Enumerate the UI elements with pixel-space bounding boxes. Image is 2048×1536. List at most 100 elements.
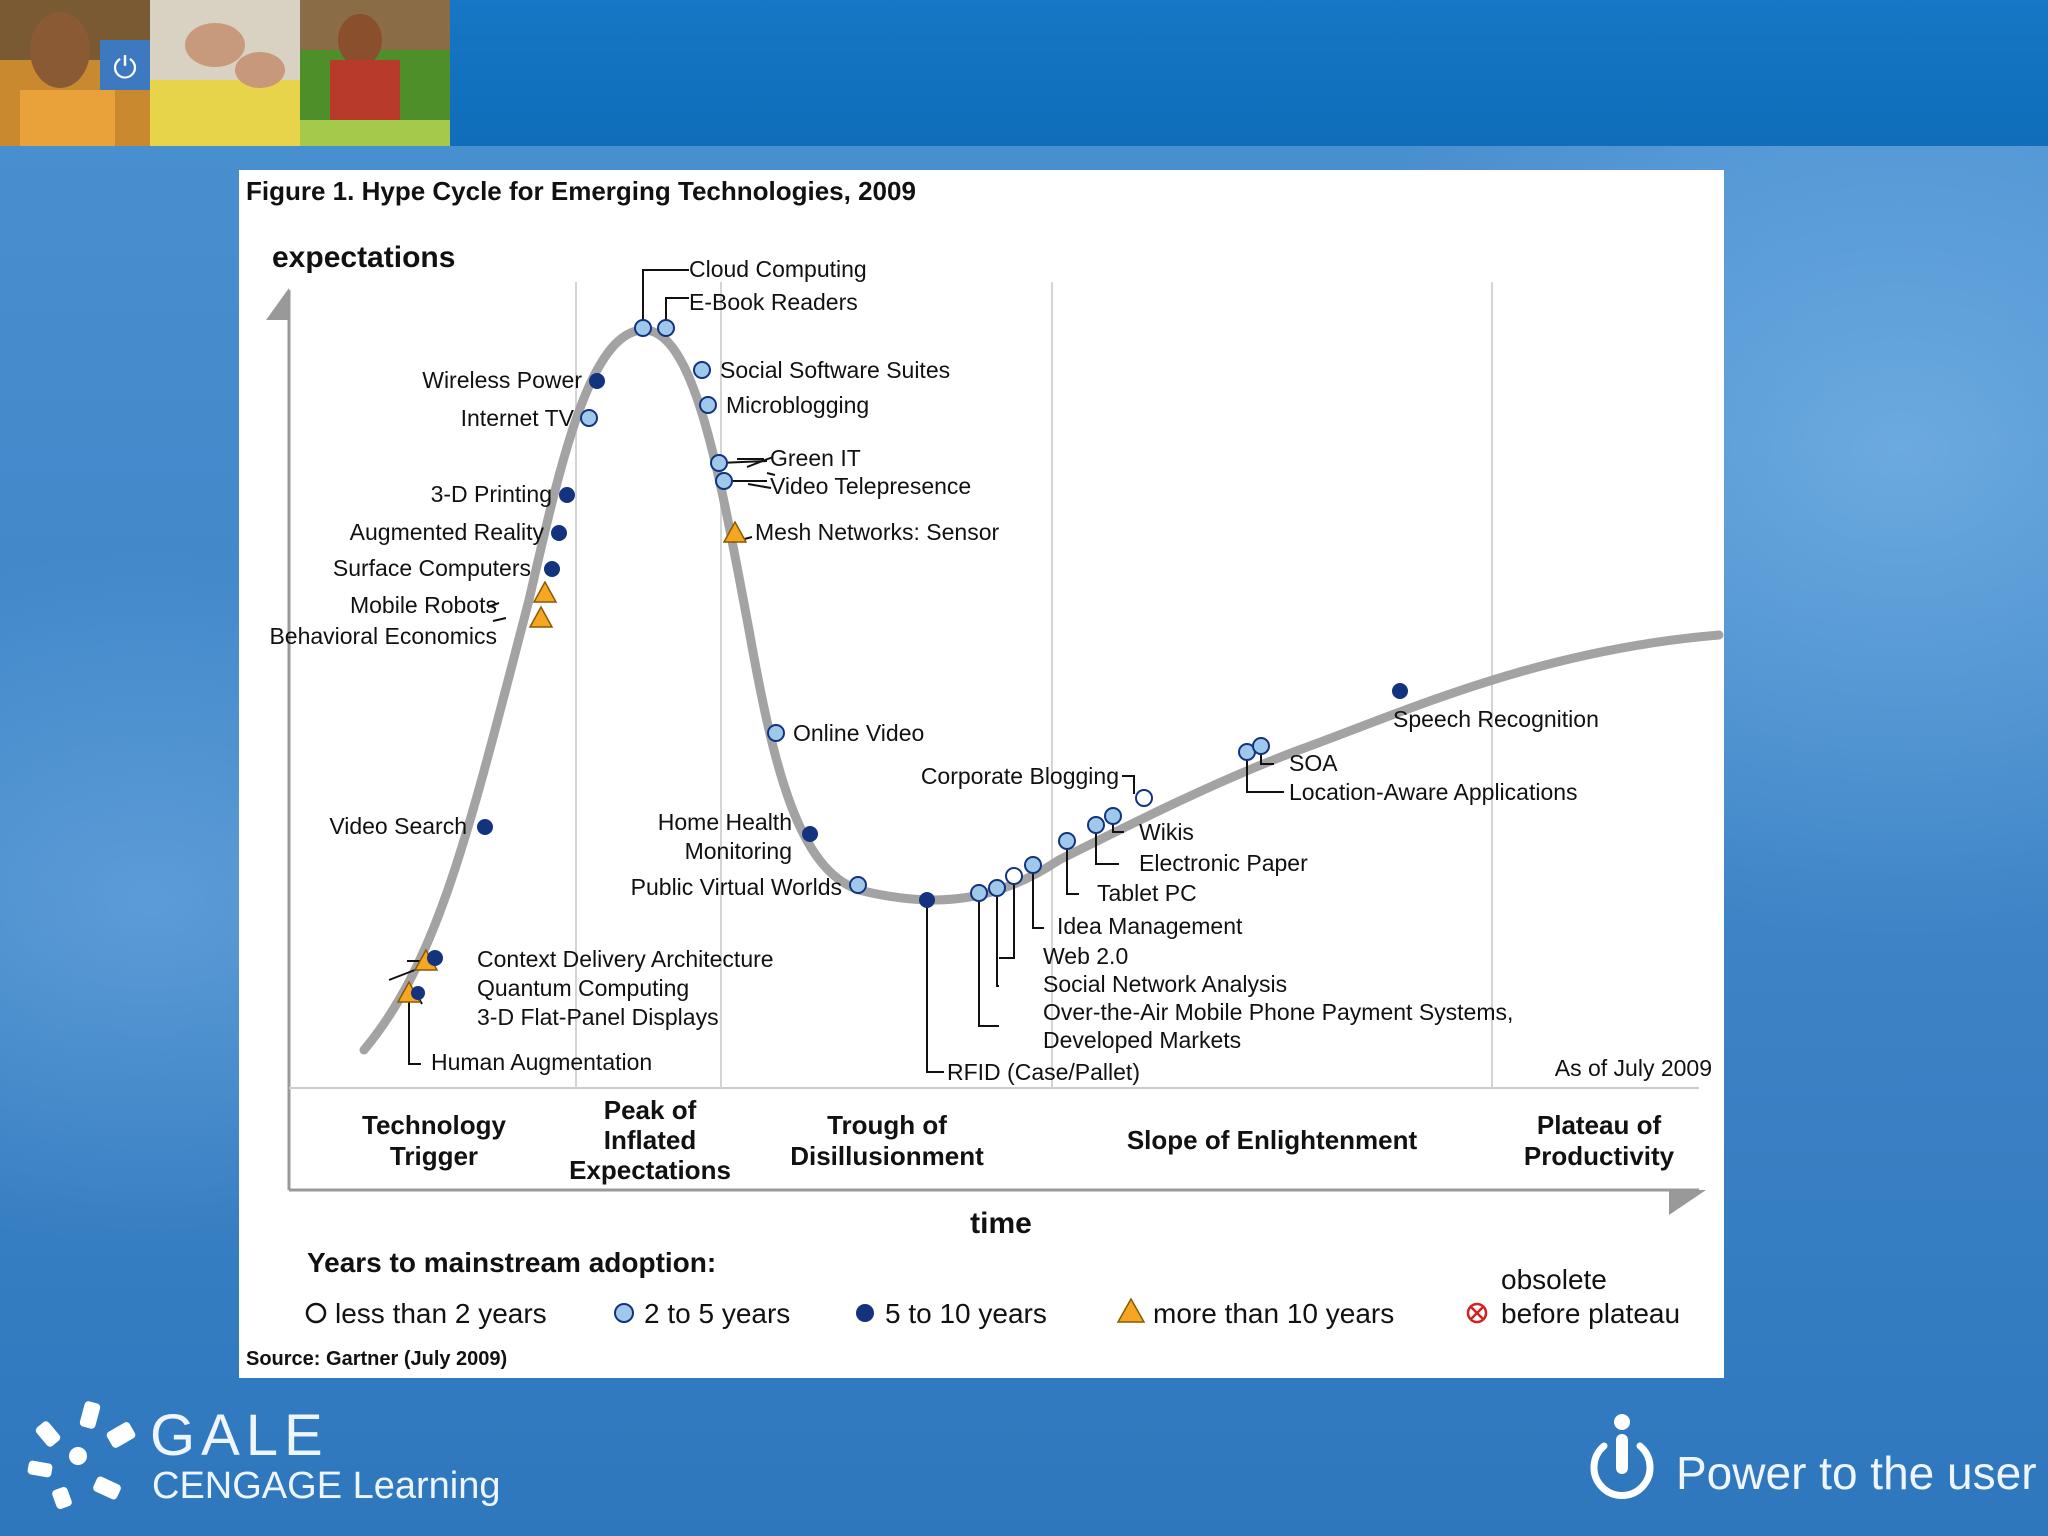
phase-label: Technology (362, 1110, 507, 1140)
phase-label: Slope of Enlightenment (1127, 1125, 1418, 1155)
tech-label: Online Video (793, 720, 924, 746)
svg-text:⏻: ⏻ (113, 52, 137, 85)
rfid-marker (919, 892, 935, 908)
tech-label: Context Delivery Architecture (477, 946, 774, 972)
reading-photo (300, 0, 450, 146)
gale-logo-icon (27, 1401, 136, 1510)
tech-label: Social Network Analysis (1043, 971, 1287, 997)
tech-label: Augmented Reality (350, 519, 545, 545)
tech-label: Mesh Networks: Sensor (755, 519, 999, 545)
social-software-suites-marker (693, 361, 711, 379)
tech-label: Internet TV (461, 405, 575, 431)
tech-label: 3-D Flat-Panel Displays (477, 1004, 719, 1030)
hands-photo (150, 0, 300, 146)
tech-label: Idea Management (1057, 913, 1243, 939)
tech-label: Monitoring (685, 838, 792, 864)
legend-label: more than 10 years (1153, 1298, 1394, 1329)
header-banner: ⏻ (0, 0, 2048, 146)
mobile-payment-marker (970, 884, 988, 902)
phase-label: Expectations (569, 1155, 731, 1185)
wikis-marker (1104, 807, 1122, 825)
3d-flat-panel-displays-marker (411, 986, 425, 1000)
tech-label: Electronic Paper (1139, 850, 1308, 876)
electronic-paper-marker (1087, 816, 1105, 834)
person-photo: ⏻ (0, 0, 150, 146)
3d-printing-marker (559, 487, 575, 503)
tech-label: Tablet PC (1097, 880, 1197, 906)
y-axis-label: expectations (272, 241, 455, 274)
tech-label: SOA (1289, 750, 1338, 776)
tech-label: Social Software Suites (720, 357, 950, 383)
phase-labels: Technology Trigger Peak of Inflated Expe… (362, 1095, 1675, 1185)
tech-label: Cloud Computing (689, 256, 867, 282)
internet-tv-marker (580, 409, 598, 427)
tech-label: 3-D Printing (431, 481, 552, 507)
soa-marker (1252, 737, 1270, 755)
phase-label: Trough of (827, 1110, 947, 1140)
technology-markers (396, 319, 1408, 1003)
orange-triangle-icon (1116, 1297, 1146, 1323)
tech-label: Home Health (658, 809, 792, 835)
web-2-0-marker (1005, 867, 1023, 885)
tech-label: Microblogging (726, 392, 869, 418)
mobile-robots-marker (532, 580, 558, 603)
hype-cycle-diagram: Figure 1. Hype Cycle for Emerging Techno… (246, 176, 1724, 1370)
legend: Years to mainstream adoption: less than … (305, 1247, 1680, 1329)
tech-label: Wireless Power (422, 367, 582, 393)
tech-label: Corporate Blogging (921, 763, 1119, 789)
legend-label: 2 to 5 years (644, 1298, 790, 1329)
tech-label: Wikis (1139, 819, 1194, 845)
social-network-analysis-marker (988, 879, 1006, 897)
legend-label: 5 to 10 years (885, 1298, 1047, 1329)
tagline: Power to the user (1676, 1447, 2037, 1499)
crossed-circle-icon (1466, 1302, 1488, 1324)
phase-label: Peak of (604, 1095, 697, 1125)
tech-label: Public Virtual Worlds (631, 874, 842, 900)
x-axis-label: time (970, 1207, 1032, 1240)
brand-subtitle: CENGAGE Learning (152, 1465, 501, 1507)
tech-label: Video Search (329, 813, 467, 839)
power-icon (1590, 1414, 1654, 1499)
tech-label: Video Telepresence (770, 473, 971, 499)
hype-cycle-figure: Figure 1. Hype Cycle for Emerging Techno… (239, 170, 1724, 1378)
e-book-readers-marker (657, 319, 675, 337)
figure-title: Figure 1. Hype Cycle for Emerging Techno… (246, 176, 916, 206)
open-circle-icon (305, 1302, 327, 1324)
phase-label: Inflated (604, 1125, 696, 1155)
dark-blue-circle-icon (856, 1304, 874, 1322)
tech-label: RFID (Case/Pallet) (947, 1059, 1140, 1085)
context-delivery-architecture-marker (427, 950, 443, 966)
tech-label: Mobile Robots (350, 592, 497, 618)
public-virtual-worlds-marker (849, 876, 867, 894)
light-blue-circle-icon (614, 1303, 634, 1323)
green-it-marker (710, 454, 728, 472)
brand-name: GALE (150, 1403, 329, 1468)
video-search-marker (477, 819, 493, 835)
tech-label: Behavioral Economics (269, 623, 497, 649)
speech-recognition-marker (1392, 683, 1408, 699)
tech-label: Speech Recognition (1393, 706, 1599, 732)
home-health-monitoring-marker (802, 826, 818, 842)
augmented-reality-marker (551, 525, 567, 541)
wireless-power-marker (589, 373, 605, 389)
header-photo-strip: ⏻ (0, 0, 450, 146)
mesh-networks-sensor-marker (722, 520, 748, 543)
tablet-pc-marker (1058, 832, 1076, 850)
surface-computers-marker (544, 561, 560, 577)
legend-label: before plateau (1501, 1298, 1680, 1329)
tech-label: Web 2.0 (1043, 943, 1128, 969)
tech-label: Developed Markets (1043, 1027, 1241, 1053)
corporate-blogging-marker (1135, 789, 1153, 807)
technology-labels: Human Augmentation 3-D Flat-Panel Displa… (269, 256, 1598, 1085)
phase-label: Disillusionment (790, 1141, 984, 1171)
video-telepresence-marker (715, 472, 733, 490)
tech-label: Surface Computers (333, 555, 531, 581)
behavioral-economics-marker (528, 605, 554, 628)
legend-label: obsolete (1501, 1264, 1607, 1295)
cloud-computing-marker (634, 319, 652, 337)
tech-label: Green IT (770, 445, 861, 471)
idea-management-marker (1024, 856, 1042, 874)
phase-label: Productivity (1524, 1141, 1675, 1171)
x-axis-arrow-icon (1669, 1190, 1706, 1215)
hype-curve (359, 325, 1724, 1055)
